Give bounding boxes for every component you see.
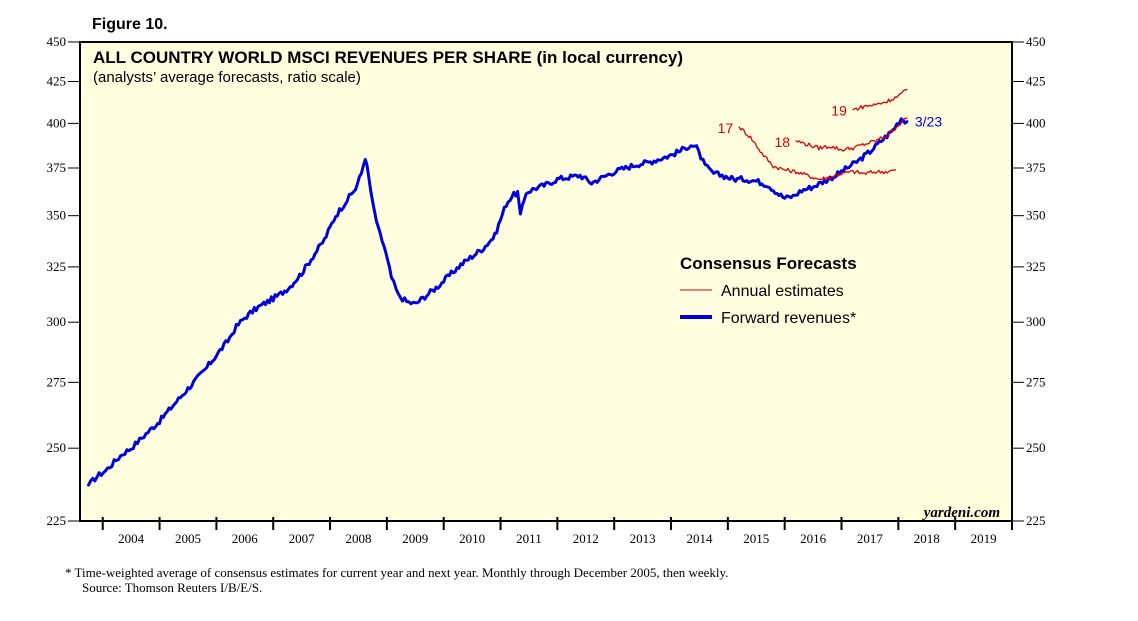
x-tick-label: 2016 <box>800 531 827 546</box>
right-y-axis: 225 250 275 300 325 350 375 400 425 450 <box>1012 34 1046 528</box>
legend-title: Consensus Forecasts <box>680 254 857 273</box>
x-tick-label: 2014 <box>686 531 713 546</box>
x-tick-label: 2009 <box>402 531 428 546</box>
left-y-tick-label: 400 <box>47 115 67 130</box>
legend: Consensus Forecasts Annual estimates For… <box>680 254 857 327</box>
left-y-tick-label: 275 <box>47 374 67 389</box>
x-tick-label: 2004 <box>118 531 145 546</box>
series-annual-19 <box>852 89 908 111</box>
end-date-label: 3/23 <box>915 114 942 130</box>
watermark: yardeni.com <box>922 505 1000 521</box>
left-y-tick-label: 375 <box>47 160 67 175</box>
legend-label-forward: Forward revenues* <box>721 310 856 327</box>
right-y-tick-label: 350 <box>1026 208 1046 223</box>
x-tick-label: 2019 <box>971 531 997 546</box>
left-y-tick-label: 450 <box>47 34 67 49</box>
right-y-tick-label: 375 <box>1026 160 1046 175</box>
x-tick-label: 2007 <box>289 531 316 546</box>
x-tick-label: 2012 <box>573 531 599 546</box>
x-tick-label: 2011 <box>516 531 542 546</box>
left-y-tick-label: 325 <box>47 259 67 274</box>
series-layer: 17 18 19 3/23 <box>87 89 942 487</box>
x-tick-label: 2005 <box>175 531 201 546</box>
x-tick-label: 2006 <box>232 531 259 546</box>
left-y-tick-label: 250 <box>47 440 67 455</box>
chart-title: ALL COUNTRY WORLD MSCI REVENUES PER SHAR… <box>93 48 683 67</box>
right-y-tick-label: 250 <box>1026 440 1046 455</box>
footnote: * Time-weighted average of consensus est… <box>65 565 728 580</box>
x-tick-label: 2017 <box>857 531 884 546</box>
series-forward-revenues <box>87 117 909 487</box>
right-y-tick-label: 450 <box>1026 34 1046 49</box>
x-tick-label: 2008 <box>345 531 371 546</box>
annual-label-18: 18 <box>774 134 790 150</box>
right-y-tick-label: 400 <box>1026 115 1046 130</box>
series-annual-17 <box>738 126 897 181</box>
right-y-tick-label: 325 <box>1026 259 1046 274</box>
left-y-tick-label: 425 <box>47 73 67 88</box>
x-axis: 2004 2005 2006 2007 2008 2009 2010 2011 2012 2013… <box>101 517 1013 546</box>
right-y-tick-label: 425 <box>1026 73 1046 88</box>
series-annual-18 <box>795 117 908 152</box>
x-tick-label: 2018 <box>914 531 940 546</box>
x-tick-label: 2010 <box>459 531 485 546</box>
annual-label-19: 19 <box>831 103 847 119</box>
chart-subtitle: (analysts’ average forecasts, ratio scal… <box>93 69 361 86</box>
right-y-tick-label: 275 <box>1026 374 1046 389</box>
left-y-tick-label: 350 <box>47 208 67 223</box>
x-tick-label: 2015 <box>743 531 769 546</box>
left-y-tick-label: 300 <box>47 314 67 329</box>
right-y-tick-label: 225 <box>1026 513 1046 528</box>
plot-area <box>79 41 1013 522</box>
x-tick-label: 2013 <box>630 531 656 546</box>
right-y-tick-label: 300 <box>1026 314 1046 329</box>
figure-label: Figure 10. <box>92 16 168 33</box>
left-y-tick-label: 225 <box>47 513 67 528</box>
source-note: Source: Thomson Reuters I/B/E/S. <box>82 580 262 595</box>
legend-label-annual: Annual estimates <box>721 283 844 300</box>
annual-label-17: 17 <box>718 120 734 136</box>
left-y-axis: 225 250 275 300 325 350 375 400 425 450 <box>47 34 80 528</box>
